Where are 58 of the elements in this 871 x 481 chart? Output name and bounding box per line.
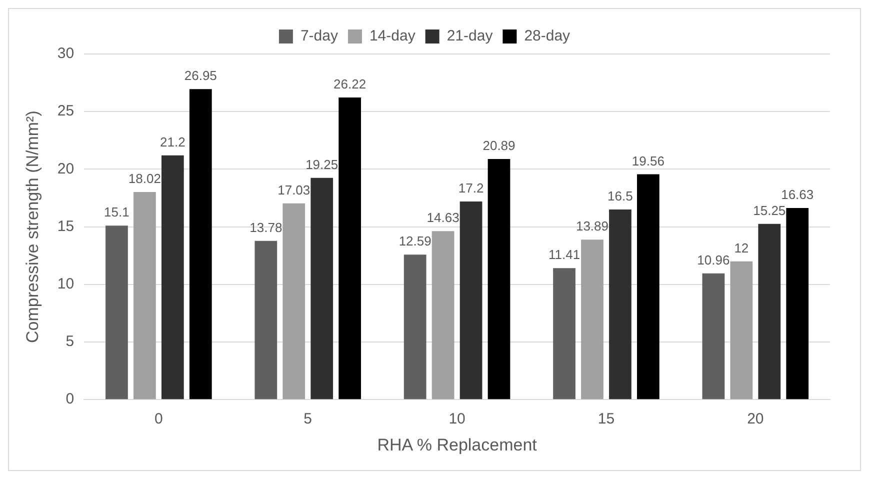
bar bbox=[786, 208, 809, 400]
data-label: 19.56 bbox=[632, 153, 664, 168]
legend-label: 14-day bbox=[369, 28, 416, 45]
data-label: 21.2 bbox=[160, 134, 186, 150]
bar bbox=[636, 174, 660, 400]
legend-label: 7-day bbox=[300, 28, 338, 45]
data-label: 12.59 bbox=[398, 234, 432, 249]
data-label: 19.25 bbox=[306, 156, 338, 172]
x-axis-title: RHA % Replacement bbox=[377, 435, 538, 454]
x-tick-label: 15 bbox=[598, 410, 615, 428]
bar bbox=[310, 178, 334, 400]
data-label: 16.63 bbox=[781, 187, 814, 202]
y-axis-title: Compressive strength (N/mm²) bbox=[22, 110, 42, 343]
bar bbox=[702, 273, 725, 400]
data-label: 26.95 bbox=[184, 68, 217, 84]
data-label: 12 bbox=[734, 240, 749, 256]
bar bbox=[758, 224, 781, 400]
y-tick-label: 15 bbox=[57, 218, 74, 235]
data-label: 18.02 bbox=[128, 171, 161, 186]
x-tick-label: 0 bbox=[154, 410, 163, 428]
x-tick-label: 10 bbox=[448, 410, 466, 428]
bar bbox=[161, 155, 184, 400]
data-label: 26.22 bbox=[334, 76, 366, 92]
data-label: 13.78 bbox=[250, 220, 282, 235]
data-label: 14.63 bbox=[426, 210, 460, 226]
y-tick-label: 25 bbox=[57, 102, 74, 120]
y-tick-label: 30 bbox=[57, 45, 74, 62]
x-tick-label: 20 bbox=[747, 410, 764, 428]
data-label: 17.03 bbox=[278, 182, 310, 198]
bar bbox=[730, 261, 753, 400]
bar bbox=[338, 98, 362, 400]
data-label: 16.5 bbox=[608, 188, 633, 204]
y-tick-label: 5 bbox=[66, 333, 74, 350]
bar bbox=[432, 231, 454, 400]
data-label: 13.89 bbox=[576, 218, 609, 234]
legend-label: 21-day bbox=[446, 28, 494, 45]
data-label: 10.96 bbox=[697, 252, 730, 268]
data-label: 15.25 bbox=[753, 203, 786, 218]
bar bbox=[553, 268, 576, 400]
legend-label: 28-day bbox=[524, 28, 571, 45]
y-tick-label: 10 bbox=[57, 276, 74, 293]
data-label: 17.2 bbox=[458, 180, 484, 196]
bar bbox=[488, 158, 510, 400]
bar bbox=[254, 240, 278, 400]
bar bbox=[189, 89, 212, 400]
data-label: 20.89 bbox=[482, 138, 516, 154]
bar bbox=[581, 240, 604, 400]
y-tick-label: 0 bbox=[66, 390, 74, 408]
bar bbox=[609, 210, 632, 400]
x-tick-label: 5 bbox=[304, 410, 312, 428]
bar bbox=[460, 201, 482, 400]
bar bbox=[404, 254, 426, 400]
bar bbox=[106, 226, 128, 400]
y-tick-label: 20 bbox=[57, 160, 74, 178]
data-label: 15.1 bbox=[104, 204, 130, 220]
bar bbox=[134, 192, 156, 400]
data-label: 11.41 bbox=[548, 247, 580, 262]
bar bbox=[282, 203, 306, 400]
